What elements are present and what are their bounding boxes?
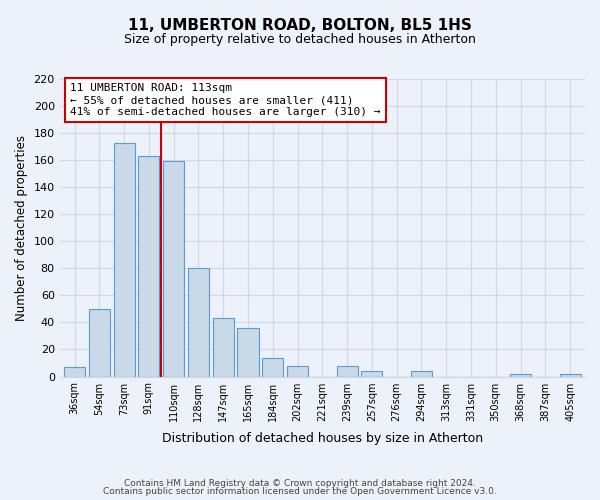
Y-axis label: Number of detached properties: Number of detached properties [15,135,28,321]
Bar [139,156,160,376]
Text: Contains public sector information licensed under the Open Government Licence v3: Contains public sector information licen… [103,487,497,496]
Bar [560,374,581,376]
Text: Contains HM Land Registry data © Crown copyright and database right 2024.: Contains HM Land Registry data © Crown c… [124,478,476,488]
Bar [238,328,259,376]
Text: 11 UMBERTON ROAD: 113sqm
← 55% of detached houses are smaller (411)
41% of semi-: 11 UMBERTON ROAD: 113sqm ← 55% of detach… [70,84,380,116]
Bar [113,142,134,376]
Text: 11, UMBERTON ROAD, BOLTON, BL5 1HS: 11, UMBERTON ROAD, BOLTON, BL5 1HS [128,18,472,32]
Bar [188,268,209,376]
Bar [262,358,283,376]
Bar [287,366,308,376]
Bar [361,371,382,376]
Bar [89,309,110,376]
Bar [411,371,432,376]
Bar [212,318,234,376]
Bar [337,366,358,376]
Text: Size of property relative to detached houses in Atherton: Size of property relative to detached ho… [124,32,476,46]
Bar [64,367,85,376]
Bar [510,374,531,376]
X-axis label: Distribution of detached houses by size in Atherton: Distribution of detached houses by size … [162,432,483,445]
Bar [163,162,184,376]
